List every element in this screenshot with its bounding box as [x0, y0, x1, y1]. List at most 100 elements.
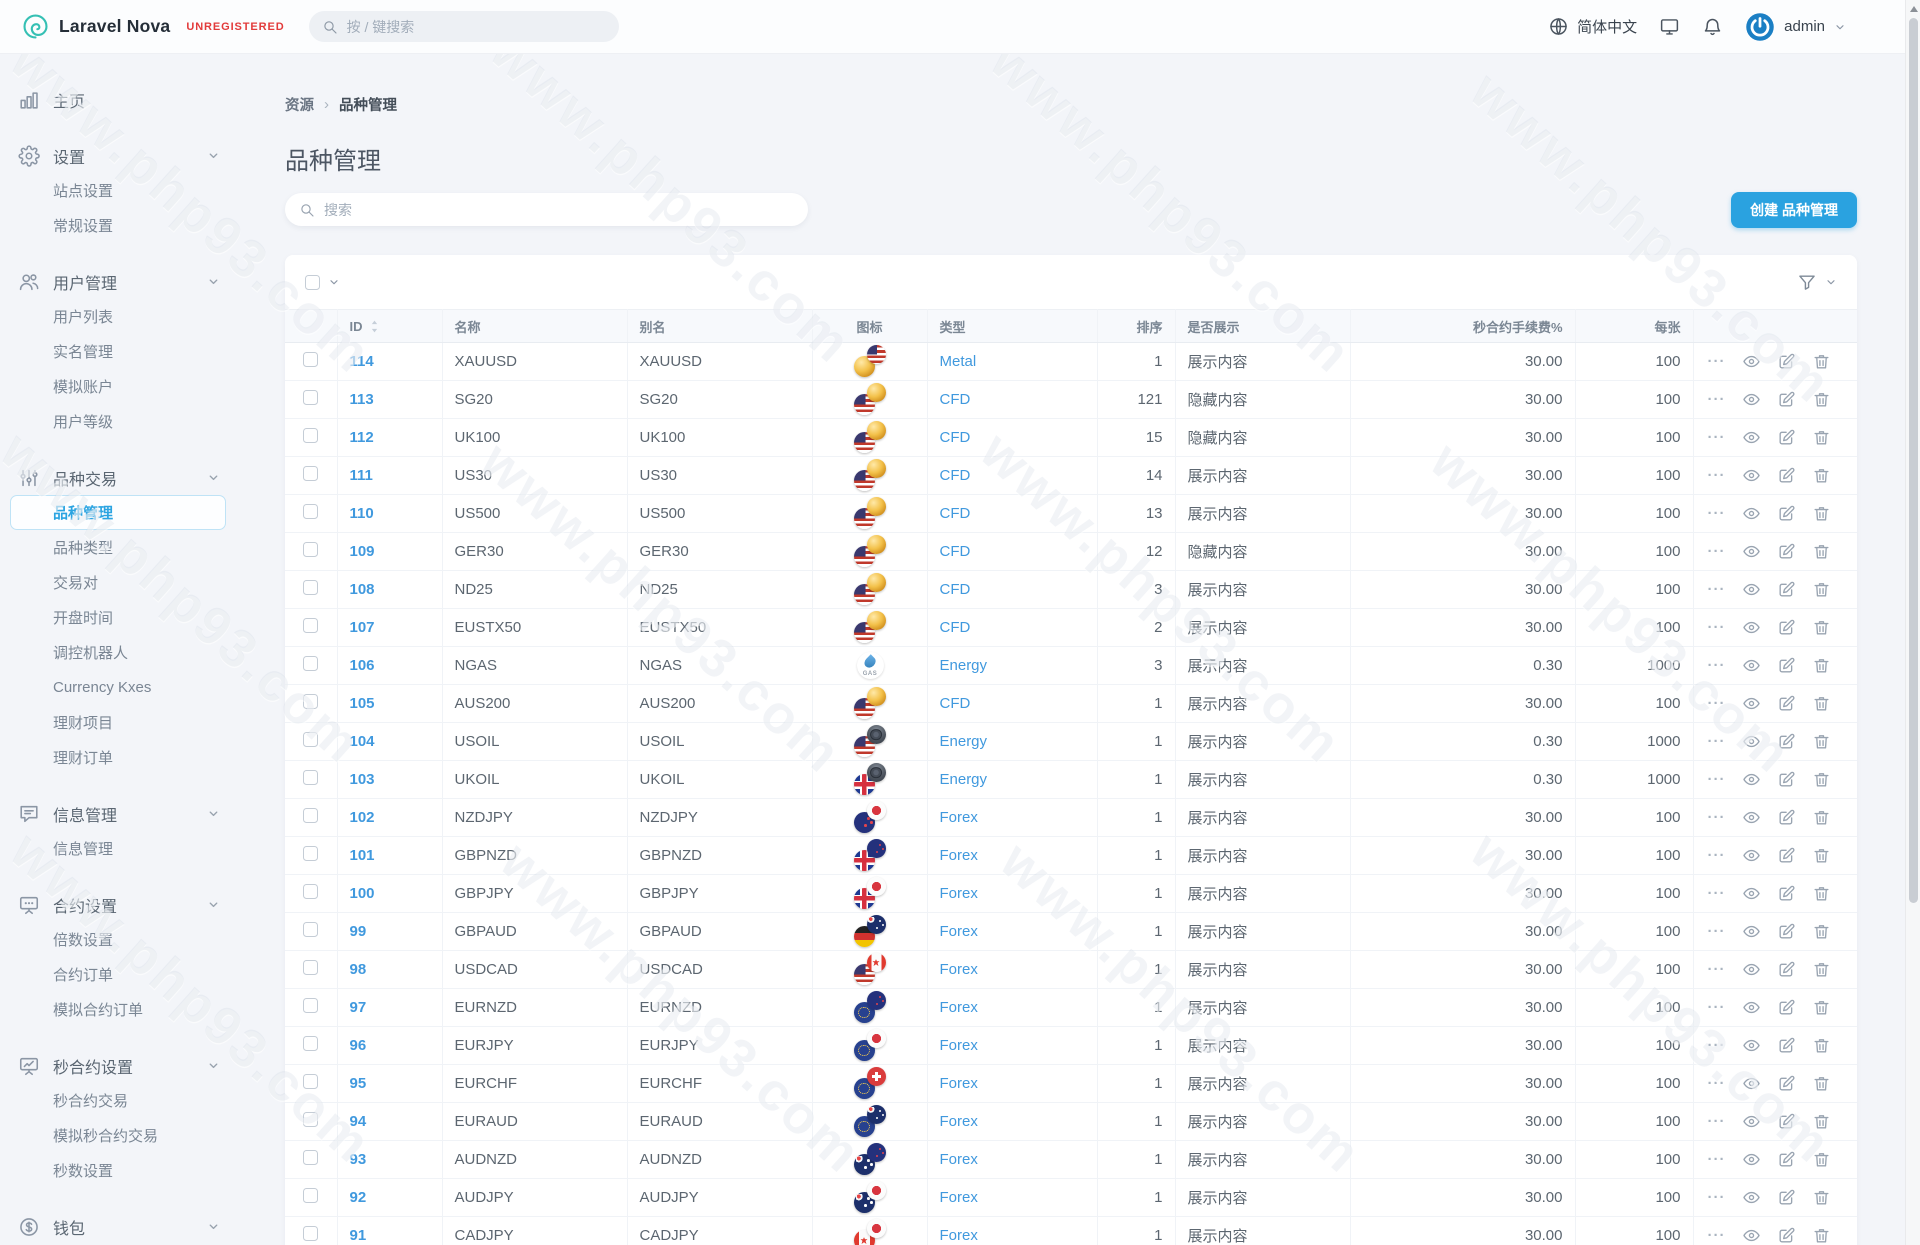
view-button[interactable] — [1742, 694, 1761, 713]
more-actions-button[interactable]: ··· — [1707, 733, 1726, 750]
row-type-link[interactable]: Energy — [939, 771, 988, 788]
row-id-link[interactable]: 96 — [349, 1037, 367, 1054]
row-checkbox[interactable] — [303, 732, 319, 747]
sidebar-item-品种类型[interactable]: 品种类型 — [53, 540, 114, 557]
row-type-link[interactable]: CFD — [939, 581, 971, 598]
delete-button[interactable] — [1812, 1226, 1831, 1245]
row-id-link[interactable]: 94 — [349, 1113, 367, 1130]
delete-button[interactable] — [1812, 580, 1831, 599]
row-checkbox[interactable] — [303, 428, 319, 443]
delete-button[interactable] — [1812, 1036, 1831, 1055]
row-id-link[interactable]: 99 — [349, 923, 367, 940]
more-actions-button[interactable]: ··· — [1707, 1113, 1726, 1130]
row-id-link[interactable]: 108 — [349, 581, 375, 598]
scrollbar[interactable] — [1905, 0, 1920, 1245]
delete-button[interactable] — [1812, 998, 1831, 1017]
row-id-link[interactable]: 95 — [349, 1075, 367, 1092]
resource-search-input[interactable] — [324, 201, 794, 218]
row-checkbox[interactable] — [303, 580, 319, 595]
sidebar-item-站点设置[interactable]: 站点设置 — [53, 183, 114, 200]
row-type-link[interactable]: CFD — [939, 505, 971, 522]
row-type-link[interactable]: Energy — [939, 733, 988, 750]
delete-button[interactable] — [1812, 618, 1831, 637]
sidebar-item-合约订单[interactable]: 合约订单 — [53, 967, 114, 984]
edit-button[interactable] — [1777, 618, 1796, 637]
view-button[interactable] — [1742, 466, 1761, 485]
view-button[interactable] — [1742, 390, 1761, 409]
sidebar-item-理财项目[interactable]: 理财项目 — [53, 715, 114, 732]
more-actions-button[interactable]: ··· — [1707, 771, 1726, 788]
row-checkbox[interactable] — [303, 808, 319, 823]
row-type-link[interactable]: Forex — [939, 885, 978, 902]
sidebar-section-信息管理[interactable]: 信息管理 — [0, 796, 240, 831]
delete-button[interactable] — [1812, 960, 1831, 979]
sidebar-item-模拟秒合约交易[interactable]: 模拟秒合约交易 — [53, 1128, 159, 1145]
edit-button[interactable] — [1777, 504, 1796, 523]
edit-button[interactable] — [1777, 352, 1796, 371]
row-checkbox[interactable] — [303, 922, 319, 937]
row-checkbox[interactable] — [303, 1112, 319, 1127]
row-type-link[interactable]: Forex — [939, 1037, 978, 1054]
row-id-link[interactable]: 109 — [349, 543, 375, 560]
view-button[interactable] — [1742, 1036, 1761, 1055]
sidebar-item-用户列表[interactable]: 用户列表 — [53, 309, 114, 326]
more-actions-button[interactable]: ··· — [1707, 391, 1726, 408]
create-button[interactable]: 创建 品种管理 — [1731, 191, 1857, 228]
sidebar-item-品种管理[interactable]: 品种管理 — [10, 495, 226, 530]
edit-button[interactable] — [1777, 542, 1796, 561]
scrollbar-up-arrow-icon[interactable] — [1909, 6, 1918, 12]
sidebar-item-调控机器人[interactable]: 调控机器人 — [53, 645, 129, 662]
edit-button[interactable] — [1777, 998, 1796, 1017]
sidebar-item-交易对[interactable]: 交易对 — [53, 575, 99, 592]
sidebar-item-实名管理[interactable]: 实名管理 — [53, 344, 114, 361]
edit-button[interactable] — [1777, 1036, 1796, 1055]
row-type-link[interactable]: Forex — [939, 1151, 978, 1168]
view-button[interactable] — [1742, 504, 1761, 523]
row-id-link[interactable]: 113 — [349, 391, 374, 408]
row-checkbox[interactable] — [303, 504, 319, 519]
edit-button[interactable] — [1777, 1188, 1796, 1207]
delete-button[interactable] — [1812, 1150, 1831, 1169]
row-checkbox[interactable] — [303, 846, 319, 861]
sidebar-item-用户等级[interactable]: 用户等级 — [53, 414, 114, 431]
edit-button[interactable] — [1777, 770, 1796, 789]
row-id-link[interactable]: 107 — [349, 619, 375, 636]
row-id-link[interactable]: 100 — [349, 885, 375, 902]
row-id-link[interactable]: 103 — [349, 771, 375, 788]
row-checkbox[interactable] — [303, 770, 319, 785]
row-id-link[interactable]: 114 — [349, 353, 374, 370]
edit-button[interactable] — [1777, 922, 1796, 941]
more-actions-button[interactable]: ··· — [1707, 1075, 1726, 1092]
edit-button[interactable] — [1777, 694, 1796, 713]
row-checkbox[interactable] — [303, 1150, 319, 1165]
delete-button[interactable] — [1812, 732, 1831, 751]
view-button[interactable] — [1742, 732, 1761, 751]
row-id-link[interactable]: 102 — [349, 809, 375, 826]
row-type-link[interactable]: Forex — [939, 847, 978, 864]
more-actions-button[interactable]: ··· — [1707, 581, 1726, 598]
sidebar-item-常规设置[interactable]: 常规设置 — [53, 218, 114, 235]
view-button[interactable] — [1742, 808, 1761, 827]
breadcrumb-root[interactable]: 资源 — [285, 98, 314, 114]
global-search-input[interactable] — [346, 18, 606, 35]
edit-button[interactable] — [1777, 1150, 1796, 1169]
bell-icon[interactable] — [1702, 16, 1723, 37]
resource-search[interactable] — [285, 193, 808, 226]
sidebar-item-信息管理[interactable]: 信息管理 — [53, 841, 114, 858]
row-id-link[interactable]: 105 — [349, 695, 375, 712]
row-id-link[interactable]: 101 — [349, 847, 375, 864]
view-button[interactable] — [1742, 1074, 1761, 1093]
more-actions-button[interactable]: ··· — [1707, 1151, 1726, 1168]
delete-button[interactable] — [1812, 1074, 1831, 1093]
view-button[interactable] — [1742, 428, 1761, 447]
sidebar-section-品种交易[interactable]: 品种交易 — [0, 460, 240, 495]
edit-button[interactable] — [1777, 960, 1796, 979]
view-button[interactable] — [1742, 998, 1761, 1017]
more-actions-button[interactable]: ··· — [1707, 1037, 1726, 1054]
row-id-link[interactable]: 110 — [349, 505, 374, 522]
edit-button[interactable] — [1777, 1074, 1796, 1093]
row-type-link[interactable]: Forex — [939, 1189, 978, 1206]
more-actions-button[interactable]: ··· — [1707, 543, 1726, 560]
row-checkbox[interactable] — [303, 390, 319, 405]
row-checkbox[interactable] — [303, 960, 319, 975]
